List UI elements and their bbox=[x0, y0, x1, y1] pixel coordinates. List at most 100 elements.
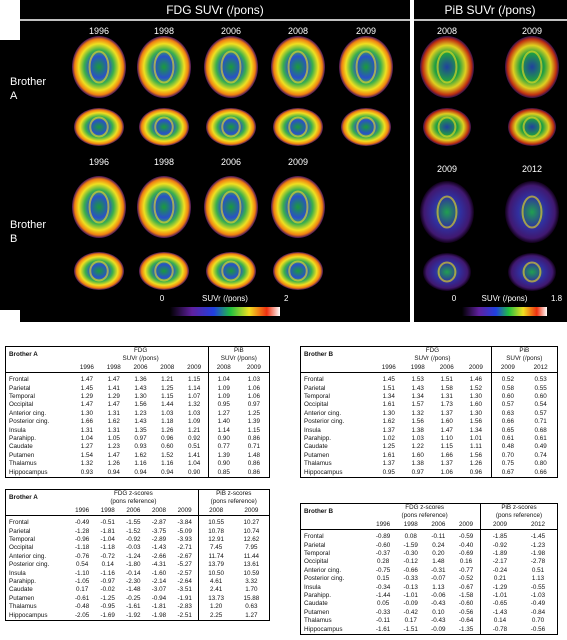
region-label: Occipital bbox=[304, 401, 329, 409]
region-label: Caudate bbox=[9, 443, 33, 451]
table-cell: 0.28 bbox=[376, 558, 390, 566]
table-cell: -1.55 bbox=[126, 519, 141, 527]
table-cell: 0.60 bbox=[490, 393, 525, 402]
group-header: FDG z-scores (pons reference) bbox=[69, 490, 198, 507]
table-cell: 1.38 bbox=[411, 460, 424, 468]
region-label: Parietal bbox=[9, 384, 31, 392]
table-cell: -3.51 bbox=[177, 586, 192, 594]
table-cell: 1.25 bbox=[161, 384, 174, 392]
table-row: Anterior cing. 1.30 1.32 1.37 1.30 0.63 0.57 bbox=[301, 409, 558, 419]
table-cell: 0.97 bbox=[247, 401, 261, 409]
table-cell: -0.09 bbox=[403, 600, 418, 608]
table-cell: 1.60 bbox=[411, 451, 424, 459]
table-row: Putamen -0.33 -0.42 0.10 -0.56 -1.43 -0.84 bbox=[301, 608, 558, 618]
table-cell: -1.18 bbox=[100, 544, 115, 552]
table-row: Anterior cing. -0.76 -0.72 -1.24 -2.66 -2.67 1… bbox=[6, 552, 270, 562]
table-cell: -2.67 bbox=[177, 552, 192, 560]
group-header: PiB SUVr (/pons) bbox=[490, 346, 558, 364]
table-cell: -0.89 bbox=[375, 533, 391, 541]
table-cell: 1.22 bbox=[411, 443, 424, 451]
year-header: 2009 bbox=[238, 363, 270, 374]
year-label: 2006 bbox=[221, 26, 241, 36]
table-cell: 1.60 bbox=[440, 418, 453, 426]
region-label: Temporal bbox=[304, 550, 330, 558]
table-cell: -1.44 bbox=[375, 592, 391, 600]
table-cell: 1.37 bbox=[382, 460, 395, 468]
colorbar-min: 0 bbox=[452, 294, 457, 303]
brain-detail bbox=[89, 260, 109, 282]
group-header-line: PiB z-scores bbox=[501, 504, 537, 511]
table-cell: 0.71 bbox=[247, 443, 261, 451]
brain-image bbox=[420, 36, 474, 98]
table-cell: -0.56 bbox=[458, 608, 474, 616]
table-row: Insula -0.34 -0.13 1.13 -0.67 -1.29 -0.55 bbox=[301, 583, 558, 593]
table-cell: 10.27 bbox=[243, 519, 260, 527]
year-row: 1996 1998 2006 2008 2009 2008 2009 bbox=[5, 363, 270, 374]
year-header: 2008 bbox=[197, 506, 234, 517]
brain-detail bbox=[436, 195, 458, 229]
table-row: Putamen 1.54 1.47 1.62 1.52 1.41 1.39 1.48 bbox=[6, 451, 270, 461]
table-cell: 1.03 bbox=[247, 376, 261, 384]
brain-image bbox=[423, 108, 471, 146]
table-row: Frontal 1.45 1.53 1.51 1.46 0.52 0.53 bbox=[301, 372, 558, 385]
table-cell: 10.74 bbox=[243, 527, 260, 535]
table-cell: 1.29 bbox=[107, 393, 120, 401]
table-cell: -1.03 bbox=[530, 592, 546, 600]
table-cell: 0.67 bbox=[490, 468, 525, 478]
table-cell: 15.88 bbox=[243, 594, 260, 602]
table-cell: 11.44 bbox=[243, 552, 260, 560]
table-cell: 0.93 bbox=[134, 443, 147, 451]
table-cell: -1.58 bbox=[458, 592, 474, 600]
table-row: Occipital 0.28 -0.12 1.48 0.16 -2.17 -2.78 bbox=[301, 558, 558, 567]
table-cell: -1.98 bbox=[151, 611, 167, 619]
table-cell: 1.20 bbox=[197, 603, 234, 612]
header-row: Brother B FDG SUVr (/pons) PiB SUVr (/pons) bbox=[301, 346, 558, 364]
table-cell: 0.52 bbox=[490, 372, 525, 385]
table-cell: 0.08 bbox=[404, 533, 417, 541]
table-corner: Brother B bbox=[304, 508, 334, 516]
table-cell: -0.11 bbox=[376, 617, 391, 625]
table-cell: 0.75 bbox=[490, 460, 525, 469]
table-cell: -0.03 bbox=[126, 544, 141, 552]
image-panel: FDG SUVr (/pons) PiB SUVr (/pons) Brothe… bbox=[0, 0, 567, 322]
region-label: Thalamus bbox=[9, 460, 37, 468]
table-cell: 0.63 bbox=[245, 603, 258, 611]
brain-detail bbox=[288, 116, 308, 138]
group-header-line: SUVr (/pons) bbox=[220, 355, 257, 363]
table-cell: 1.57 bbox=[411, 401, 424, 409]
year-header: 2012 bbox=[518, 520, 558, 531]
table-cell: -0.96 bbox=[74, 536, 90, 544]
table-cell: -1.61 bbox=[375, 625, 391, 633]
table-cell: 1.01 bbox=[469, 435, 483, 443]
brain-image bbox=[273, 108, 323, 146]
table-cell: 0.51 bbox=[188, 443, 201, 451]
brain-detail bbox=[221, 116, 241, 138]
table-cell: 1.23 bbox=[134, 409, 147, 417]
brain-image bbox=[206, 252, 256, 290]
table-cell: 0.85 bbox=[207, 468, 239, 478]
brain-image bbox=[206, 108, 256, 146]
table-row: Insula 1.37 1.38 1.47 1.34 0.65 0.68 bbox=[301, 426, 558, 436]
table-row: Frontal 1.47 1.47 1.36 1.21 1.15 1.04 1.03 bbox=[6, 372, 270, 385]
table-row: Frontal -0.89 0.08 -0.11 -0.59 -1.85 -1.45 bbox=[301, 529, 558, 542]
table-cell: 0.60 bbox=[161, 443, 174, 451]
table-cell: 0.24 bbox=[432, 541, 445, 549]
table-cell: -0.07 bbox=[431, 575, 446, 583]
table-cell: 1.41 bbox=[188, 451, 201, 459]
table-cell: 0.16 bbox=[459, 558, 473, 566]
table-cell: 1.44 bbox=[161, 401, 174, 409]
group-header: FDG SUVr (/pons) bbox=[374, 347, 491, 364]
table-cell: 1.47 bbox=[107, 376, 120, 384]
region-label: Parietal bbox=[304, 541, 326, 549]
year-label: 2008 bbox=[288, 26, 308, 36]
table-row: Hippocampus -2.05 -1.69 -1.92 -1.98 -2.51 2.25… bbox=[6, 611, 270, 621]
table-cell: -1.92 bbox=[126, 611, 141, 619]
table-cell: 0.94 bbox=[107, 468, 120, 476]
region-label: Posterior cing. bbox=[304, 575, 345, 583]
table-cell: -2.87 bbox=[151, 519, 167, 527]
table-cell: 0.54 bbox=[534, 401, 547, 409]
region-label: Anterior cing. bbox=[9, 409, 47, 417]
year-header: 2012 bbox=[524, 363, 558, 374]
table-cell: -0.49 bbox=[74, 519, 90, 527]
year-header: 1996 bbox=[69, 506, 95, 517]
